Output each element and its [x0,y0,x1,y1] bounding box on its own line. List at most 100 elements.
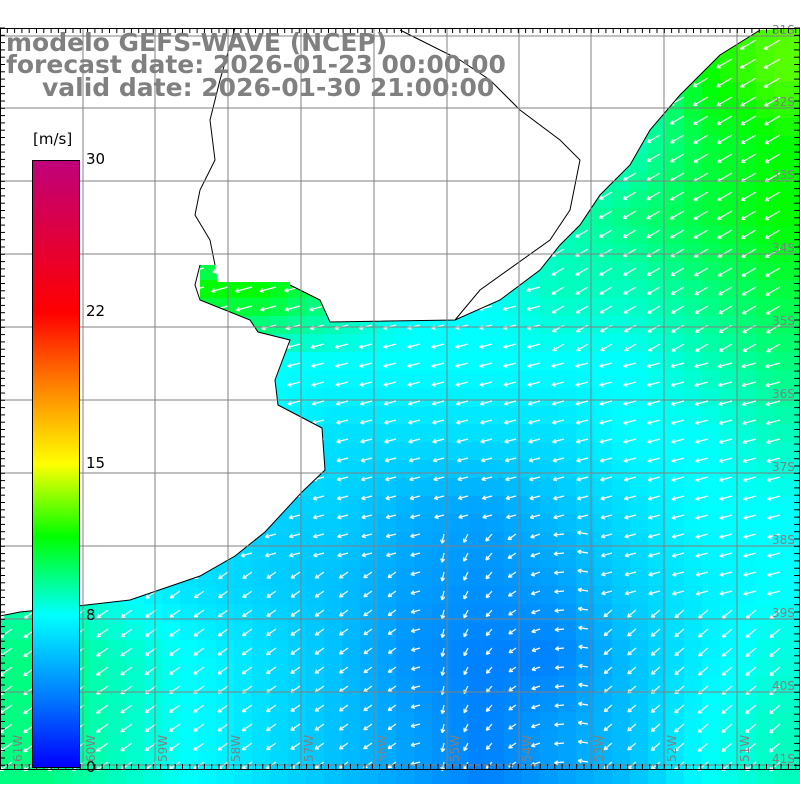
wind-arrow [120,666,133,676]
wind-arrow [290,704,301,712]
wind-arrow [697,666,709,676]
speed-cell [774,676,792,694]
wind-arrow [648,571,661,577]
speed-cell [594,298,612,316]
wind-arrow [528,419,541,425]
speed-cell [666,460,684,478]
wind-arrow [623,381,637,387]
speed-cell [216,694,234,712]
speed-cell [144,766,162,784]
speed-cell [666,118,684,136]
speed-cell [792,298,800,316]
speed-cell [450,766,468,784]
speed-cell [342,442,360,460]
wind-arrow [599,362,613,368]
speed-cell [774,82,792,100]
wind-arrow [338,723,349,731]
speed-cell [108,748,126,766]
wind-arrow [718,438,733,444]
wind-arrow [290,666,301,674]
speed-cell [234,658,252,676]
wind-arrow [240,552,253,558]
speed-cell [396,514,414,532]
speed-cell [306,334,324,352]
speed-cell [558,334,576,352]
wind-arrow [601,571,613,577]
wind-arrow [694,381,709,388]
speed-cell [558,316,576,334]
wind-arrow [168,723,181,732]
wind-arrow [503,343,517,349]
speed-cell [90,676,108,694]
wind-arrow [385,533,397,539]
speed-cell [252,748,270,766]
speed-cell [378,730,396,748]
speed-cell [792,604,800,622]
wind-arrow [739,58,757,69]
speed-cell [792,244,800,262]
speed-cell [612,766,630,784]
speed-cell [720,514,738,532]
speed-cell [450,334,468,352]
wind-arrow [741,267,757,277]
speed-cell [432,388,450,406]
wind-arrow [740,134,757,145]
speed-cell [684,586,702,604]
wind-arrow [410,609,421,614]
speed-cell [792,352,800,370]
speed-cell [378,676,396,694]
speed-cell [756,406,774,424]
wind-arrow [669,191,685,201]
speed-cell [756,82,774,100]
speed-cell [648,748,666,766]
speed-cell [270,550,288,568]
speed-cell [0,658,18,676]
speed-cell [684,244,702,262]
lat-label: 33S [772,168,795,182]
wind-arrow [314,723,325,731]
speed-cell [144,730,162,748]
speed-cell [576,334,594,352]
speed-cell [630,568,648,586]
wind-arrow [314,571,325,579]
speed-cell [450,478,468,496]
wind-arrow [485,628,493,637]
wind-arrow [440,571,446,582]
wind-arrow [409,514,421,520]
speed-cell [432,496,450,514]
wind-arrow [695,495,709,501]
speed-cell [720,730,738,748]
wind-arrow [763,96,781,107]
speed-cell [144,748,162,766]
speed-cell [468,550,486,568]
wind-arrow [647,324,661,333]
speed-cell [792,514,800,532]
wind-arrow [338,628,349,636]
wind-arrow [647,533,661,539]
wind-arrow [456,438,469,444]
speed-cell [342,424,360,442]
wind-arrow [743,514,757,520]
wind-arrow [603,742,613,751]
speed-cell [756,550,774,568]
wind-arrow [769,647,781,658]
speed-cell [162,658,180,676]
speed-cell [306,730,324,748]
speed-cell [648,154,666,172]
speed-cell [468,568,486,586]
wind-arrow [526,286,541,293]
speed-cell [108,676,126,694]
speed-cell [792,262,800,280]
speed-cell [414,334,432,352]
wind-arrow [287,362,301,368]
wind-arrow [193,723,205,732]
wind-arrow [384,457,397,463]
wind-arrow [335,362,349,368]
wind-arrow [576,495,589,501]
wind-arrow [674,647,685,657]
speed-cell [738,730,756,748]
wind-arrow [217,723,229,732]
wind-arrow [670,286,685,295]
wind-arrow [479,400,493,406]
speed-cell [504,676,522,694]
